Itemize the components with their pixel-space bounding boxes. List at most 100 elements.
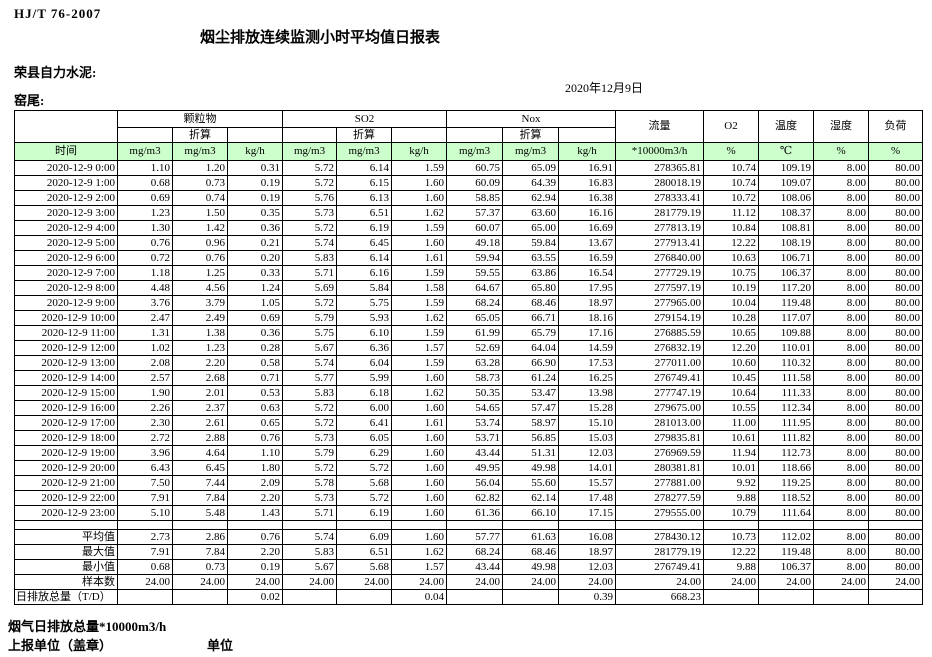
report-unit-label: 上报单位（盖章） <box>8 638 113 653</box>
time-cell: 2020-12-9 13:00 <box>14 355 118 371</box>
value-cell: 80.00 <box>868 505 924 521</box>
table-row: 2020-12-9 10:00 2.47 2.49 0.69 5.79 5.93 1.62 6… <box>14 310 924 326</box>
value-cell: 0.19 <box>226 190 284 206</box>
value-cell: 281779.19 <box>615 544 705 560</box>
value-cell: 6.45 <box>336 235 393 251</box>
table-row: 2020-12-9 11:00 1.31 1.38 0.36 5.75 6.10 1.59 6… <box>14 325 924 341</box>
value-cell: 117.07 <box>758 310 815 326</box>
time-cell: 2020-12-9 1:00 <box>14 175 118 191</box>
value-cell: 10.04 <box>703 295 760 311</box>
value-cell: 24.00 <box>391 574 448 590</box>
value-cell: 1.10 <box>226 445 284 461</box>
value-cell: 53.71 <box>446 430 504 446</box>
value-cell: 1.38 <box>172 325 228 341</box>
value-cell: 110.01 <box>758 340 815 356</box>
value-cell: 49.18 <box>446 235 504 251</box>
value-cell: 8.00 <box>813 559 870 575</box>
value-cell: 6.19 <box>336 220 393 236</box>
value-cell: 5.79 <box>282 310 338 326</box>
value-cell: 6.13 <box>336 190 393 206</box>
value-cell: 0.36 <box>226 220 284 236</box>
value-cell: 80.00 <box>868 544 924 560</box>
value-cell: 277011.00 <box>615 355 705 371</box>
value-cell: 0.68 <box>117 175 173 191</box>
value-cell: 110.32 <box>758 355 815 371</box>
value-cell: 8.00 <box>813 445 870 461</box>
value-cell: 6.18 <box>336 385 393 401</box>
company-name: 荣县自力水泥: <box>14 65 97 80</box>
value-cell: 111.95 <box>758 415 815 431</box>
value-cell: 53.74 <box>446 415 504 431</box>
value-cell: 16.08 <box>558 529 617 545</box>
value-cell: 1.62 <box>391 310 448 326</box>
value-cell: 59.84 <box>502 235 560 251</box>
value-cell: 106.71 <box>758 250 815 266</box>
value-cell: 2.57 <box>117 370 173 386</box>
table-row: 2020-12-9 2:00 0.69 0.74 0.19 5.76 6.13 1.60 58… <box>14 190 924 206</box>
value-cell: 5.78 <box>282 475 338 491</box>
time-cell: 2020-12-9 8:00 <box>14 280 118 296</box>
value-cell: 7.50 <box>117 475 173 491</box>
table-row: 2020-12-9 16:00 2.26 2.37 0.63 5.72 6.00 1.60 5… <box>14 400 924 416</box>
value-cell: 109.88 <box>758 325 815 341</box>
value-cell: 6.36 <box>336 340 393 356</box>
value-cell: 1.30 <box>117 220 173 236</box>
value-cell: 10.55 <box>703 400 760 416</box>
summary-row-average: 平均值 2.73 2.86 0.76 5.74 6.09 1.60 57.77 61.63 16.… <box>14 529 924 545</box>
value-cell: 0.04 <box>391 589 448 605</box>
empty-cell <box>172 520 228 530</box>
value-cell: 6.19 <box>336 505 393 521</box>
table-row: 2020-12-9 14:00 2.57 2.68 0.71 5.77 5.99 1.60 5… <box>14 370 924 386</box>
value-cell: 5.99 <box>336 370 393 386</box>
value-cell: 43.44 <box>446 445 504 461</box>
value-cell: 6.29 <box>336 445 393 461</box>
unit-cell: mg/m3 <box>282 142 338 161</box>
value-cell: 5.72 <box>282 400 338 416</box>
value-cell: 2.09 <box>226 475 284 491</box>
value-cell: 0.35 <box>226 205 284 221</box>
value-cell: 5.72 <box>282 160 338 176</box>
value-cell: 12.22 <box>703 235 760 251</box>
value-cell: 106.37 <box>758 559 815 575</box>
value-cell: 1.59 <box>391 355 448 371</box>
empty-cell <box>391 520 448 530</box>
empty-cell <box>446 520 504 530</box>
time-cell: 2020-12-9 9:00 <box>14 295 118 311</box>
value-cell: 7.84 <box>172 544 228 560</box>
time-cell: 2020-12-9 14:00 <box>14 370 118 386</box>
value-cell: 2.20 <box>172 355 228 371</box>
value-cell: 62.14 <box>502 490 560 506</box>
value-cell: 4.48 <box>117 280 173 296</box>
value-cell: 111.33 <box>758 385 815 401</box>
value-cell: 16.38 <box>558 190 617 206</box>
value-cell: 24.00 <box>502 574 560 590</box>
value-cell: 8.00 <box>813 310 870 326</box>
value-cell: 1.60 <box>391 445 448 461</box>
value-cell: 14.59 <box>558 340 617 356</box>
value-cell: 108.19 <box>758 235 815 251</box>
value-cell: 1.20 <box>172 160 228 176</box>
value-cell <box>703 589 760 605</box>
value-cell <box>813 589 870 605</box>
value-cell: 8.00 <box>813 460 870 476</box>
value-cell: 58.85 <box>446 190 504 206</box>
value-cell: 80.00 <box>868 559 924 575</box>
value-cell: 10.84 <box>703 220 760 236</box>
value-cell: 10.72 <box>703 190 760 206</box>
value-cell: 6.43 <box>117 460 173 476</box>
value-cell: 2.49 <box>172 310 228 326</box>
value-cell: 6.10 <box>336 325 393 341</box>
value-cell: 0.63 <box>226 400 284 416</box>
value-cell: 0.69 <box>117 190 173 206</box>
value-cell: 6.15 <box>336 175 393 191</box>
value-cell: 59.94 <box>446 250 504 266</box>
value-cell: 1.57 <box>391 340 448 356</box>
value-cell: 8.00 <box>813 265 870 281</box>
value-cell: 10.64 <box>703 385 760 401</box>
value-cell: 0.19 <box>226 559 284 575</box>
value-cell: 0.74 <box>172 190 228 206</box>
value-cell: 3.79 <box>172 295 228 311</box>
value-cell: 8.00 <box>813 220 870 236</box>
table-row: 2020-12-9 3:00 1.23 1.50 0.35 5.73 6.51 1.62 57… <box>14 205 924 221</box>
value-cell: 17.95 <box>558 280 617 296</box>
